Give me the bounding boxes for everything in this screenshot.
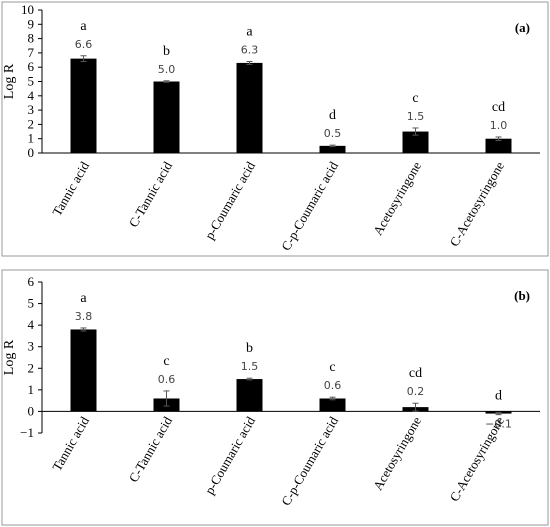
category-label: Acetosyringone xyxy=(370,159,424,238)
y-tick-label: 2 xyxy=(28,116,35,131)
y-tick-label: 10 xyxy=(21,2,34,17)
y-tick-label: 3 xyxy=(28,339,35,354)
bar xyxy=(70,58,97,154)
y-axis-title: Log R xyxy=(2,339,17,375)
y-tick-label: 4 xyxy=(28,88,35,103)
significance-letter: d xyxy=(495,388,502,403)
bar xyxy=(236,62,263,153)
category-label: C-p-Coumaric acid xyxy=(278,414,341,509)
y-tick-label: 6 xyxy=(28,59,35,74)
significance-letter: b xyxy=(246,341,253,356)
bar xyxy=(319,398,346,412)
significance-letter: b xyxy=(163,44,170,59)
y-tick-label: 0 xyxy=(28,403,35,418)
value-label: 0.6 xyxy=(158,373,176,386)
y-tick-label: 3 xyxy=(28,102,35,117)
y-tick-label: 9 xyxy=(28,16,35,31)
value-label: 0.5 xyxy=(324,127,342,140)
bar xyxy=(485,138,512,153)
panel-b: −1 0 1 2 3 4 5 6 Log R (b) 3.8 a Tannic acid 0.6 c C-Ta… xyxy=(1,269,549,526)
y-tick-label: 7 xyxy=(28,45,35,60)
y-tick-label: 6 xyxy=(28,274,35,289)
value-label: 1.5 xyxy=(407,110,425,123)
category-label: Acetosyringone xyxy=(370,414,424,493)
category-label: p-Coumaric acid xyxy=(202,414,259,497)
value-label: 1.5 xyxy=(241,360,259,373)
panel-label: (a) xyxy=(515,20,530,35)
significance-letter: d xyxy=(329,108,336,123)
category-label: C-p-Coumaric acid xyxy=(278,159,341,254)
significance-letter: c xyxy=(329,360,335,375)
y-tick-label: 5 xyxy=(28,74,35,89)
category-label: C-Acetosyringone xyxy=(446,159,507,249)
value-label: 1.0 xyxy=(490,119,508,132)
bar xyxy=(153,81,180,153)
category-label: C-Tannic acid xyxy=(126,159,176,230)
value-label: 3.8 xyxy=(75,310,93,323)
y-tick-label: 4 xyxy=(28,317,35,332)
y-tick-label: 0 xyxy=(28,145,35,160)
panel-frame xyxy=(1,1,549,257)
value-label: 0.2 xyxy=(407,385,425,398)
category-label: Tannic acid xyxy=(49,414,92,474)
bar xyxy=(70,329,97,412)
y-tick-label: 8 xyxy=(28,31,35,46)
category-label: p-Coumaric acid xyxy=(202,159,259,242)
significance-letter: cd xyxy=(409,366,422,381)
panel-label: (b) xyxy=(514,288,530,303)
category-label: C-Acetosyringone xyxy=(446,414,507,504)
significance-letter: a xyxy=(80,291,87,306)
value-label: 6.6 xyxy=(75,38,93,51)
category-label: Tannic acid xyxy=(49,159,92,219)
y-tick-label: 5 xyxy=(28,296,35,311)
significance-letter: a xyxy=(80,19,87,34)
panel-frame xyxy=(1,269,549,526)
significance-letter: a xyxy=(246,24,253,39)
value-label: −0.1 xyxy=(485,417,512,430)
category-label: C-Tannic acid xyxy=(126,414,176,485)
significance-letter: c xyxy=(163,354,169,369)
value-label: 5.0 xyxy=(158,63,176,76)
value-label: 6.3 xyxy=(241,43,259,56)
bar xyxy=(402,131,429,153)
bar xyxy=(236,379,263,412)
significance-letter: cd xyxy=(492,100,505,115)
y-tick-label: 2 xyxy=(28,360,35,375)
value-label: 0.6 xyxy=(324,379,342,392)
y-axis-title: Log R xyxy=(2,63,17,99)
significance-letter: c xyxy=(412,91,418,106)
y-tick-label: 1 xyxy=(28,382,35,397)
bar xyxy=(319,145,346,153)
y-tick-label: 1 xyxy=(28,131,35,146)
y-tick-label: −1 xyxy=(20,425,34,440)
